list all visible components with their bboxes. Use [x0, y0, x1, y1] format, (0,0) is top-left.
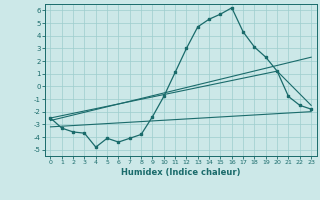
X-axis label: Humidex (Indice chaleur): Humidex (Indice chaleur) [121, 168, 241, 177]
